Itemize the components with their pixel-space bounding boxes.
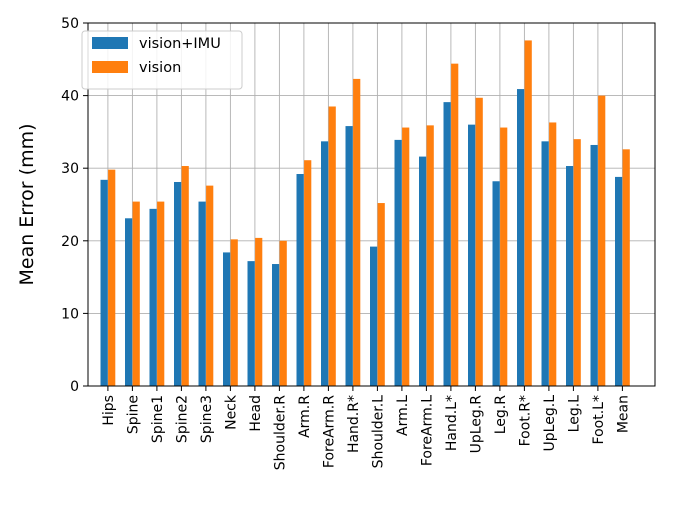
bar-vision-imu-shoulder-r bbox=[272, 264, 280, 386]
x-tick-label-10: Hand.R* bbox=[346, 395, 362, 453]
y-tick-label-2: 20 bbox=[61, 234, 79, 250]
bar-vision-hand-l- bbox=[451, 63, 459, 386]
bar-vision-arm-l bbox=[402, 127, 410, 386]
bar-vision-imu-arm-l bbox=[394, 139, 402, 386]
x-tick-label-14: Hand.L* bbox=[444, 395, 460, 451]
x-tick-label-21: Mean bbox=[615, 395, 631, 433]
y-tick-label-5: 50 bbox=[61, 16, 79, 32]
plot-frame bbox=[87, 22, 656, 387]
bar-vision-leg-l bbox=[573, 139, 581, 386]
x-tick-label-6: Head bbox=[248, 395, 264, 432]
y-tick-label-0: 0 bbox=[70, 379, 79, 395]
bar-vision-forearm-r bbox=[328, 106, 336, 387]
bar-vision-imu-shoulder-l bbox=[370, 246, 378, 386]
x-tick-label-18: UpLeg.L bbox=[542, 395, 558, 452]
bar-vision-imu-hips bbox=[100, 179, 108, 386]
x-tick-label-5: Neck bbox=[223, 394, 239, 430]
x-tick-label-17: Foot.R* bbox=[517, 395, 533, 446]
bar-vision-imu-leg-r bbox=[492, 181, 500, 386]
x-tick-label-8: Arm.R bbox=[297, 395, 313, 438]
bars bbox=[100, 40, 630, 387]
legend: vision+IMU vision bbox=[81, 30, 243, 90]
legend-swatch-1 bbox=[92, 61, 128, 73]
bar-vision-imu-spine1 bbox=[149, 208, 157, 386]
bar-vision-foot-l- bbox=[598, 95, 606, 386]
bar-vision-leg-r bbox=[500, 127, 508, 386]
x-tick-label-11: Shoulder.L bbox=[370, 395, 386, 469]
bar-vision-spine1 bbox=[157, 201, 165, 386]
x-tick-label-1: Spine bbox=[125, 395, 141, 434]
y-axis-ticks: 0 10 20 30 40 50 bbox=[61, 16, 88, 395]
bar-vision-neck bbox=[230, 239, 238, 386]
legend-label-0: vision+IMU bbox=[139, 36, 221, 52]
bar-vision-shoulder-l bbox=[377, 203, 385, 386]
y-tick-label-3: 30 bbox=[61, 161, 79, 177]
x-tick-label-2: Spine1 bbox=[150, 395, 166, 443]
x-tick-label-16: Leg.R bbox=[493, 395, 509, 435]
bar-vision-imu-hand-r- bbox=[345, 126, 353, 386]
x-tick-label-13: ForeArm.L bbox=[419, 395, 435, 466]
bar-vision-imu-upleg-l bbox=[541, 141, 549, 386]
bar-vision-upleg-r bbox=[475, 97, 483, 386]
x-tick-label-15: UpLeg.R bbox=[468, 395, 484, 454]
bar-vision-imu-leg-l bbox=[566, 166, 574, 386]
bar-vision-imu-mean bbox=[615, 176, 623, 386]
bar-vision-spine bbox=[132, 201, 140, 386]
x-tick-label-20: Foot.L* bbox=[591, 395, 607, 444]
bar-vision-imu-spine3 bbox=[198, 201, 206, 386]
x-axis-ticks: Hips Spine Spine1 Spine2 Spine3 Neck Head Shoul… bbox=[101, 386, 631, 471]
bar-vision-imu-foot-r- bbox=[517, 89, 525, 386]
bar-vision-hips bbox=[108, 169, 116, 386]
bar-vision-hand-r- bbox=[353, 78, 361, 386]
bar-vision-imu-neck bbox=[223, 252, 231, 386]
x-tick-label-0: Hips bbox=[101, 395, 117, 426]
bar-vision-mean bbox=[622, 149, 630, 386]
legend-swatch-0 bbox=[92, 37, 128, 49]
bar-vision-imu-spine bbox=[125, 218, 133, 386]
y-tick-label-4: 40 bbox=[61, 89, 79, 105]
legend-label-1: vision bbox=[139, 60, 181, 76]
bar-vision-imu-spine2 bbox=[174, 181, 182, 386]
x-tick-label-9: ForeArm.R bbox=[321, 395, 337, 468]
bar-vision-spine3 bbox=[206, 185, 214, 386]
bar-vision-imu-arm-r bbox=[296, 174, 304, 386]
x-tick-label-19: Leg.L bbox=[566, 395, 582, 433]
bar-vision-arm-r bbox=[304, 160, 312, 386]
bar-vision-foot-r- bbox=[524, 40, 532, 386]
y-tick-label-1: 10 bbox=[61, 306, 79, 322]
x-tick-label-7: Shoulder.R bbox=[272, 395, 288, 471]
x-tick-label-12: Arm.L bbox=[395, 395, 411, 436]
bar-vision-head bbox=[255, 237, 263, 386]
bar-vision-imu-forearm-r bbox=[321, 141, 329, 386]
bar-vision-shoulder-r bbox=[279, 240, 287, 386]
bar-vision-forearm-l bbox=[426, 125, 434, 386]
y-axis-label: Mean Error (mm) bbox=[16, 123, 38, 285]
bar-vision-imu-foot-l- bbox=[590, 144, 598, 386]
bar-vision-imu-forearm-l bbox=[419, 156, 427, 386]
bar-vision-imu-upleg-r bbox=[468, 124, 476, 386]
bar-vision-imu-head bbox=[247, 261, 255, 386]
bar-vision-upleg-l bbox=[549, 122, 557, 386]
bar-vision-imu-hand-l- bbox=[443, 102, 451, 386]
bar-vision-spine2 bbox=[181, 166, 189, 386]
x-tick-label-4: Spine3 bbox=[199, 395, 215, 443]
x-tick-label-3: Spine2 bbox=[174, 395, 190, 443]
